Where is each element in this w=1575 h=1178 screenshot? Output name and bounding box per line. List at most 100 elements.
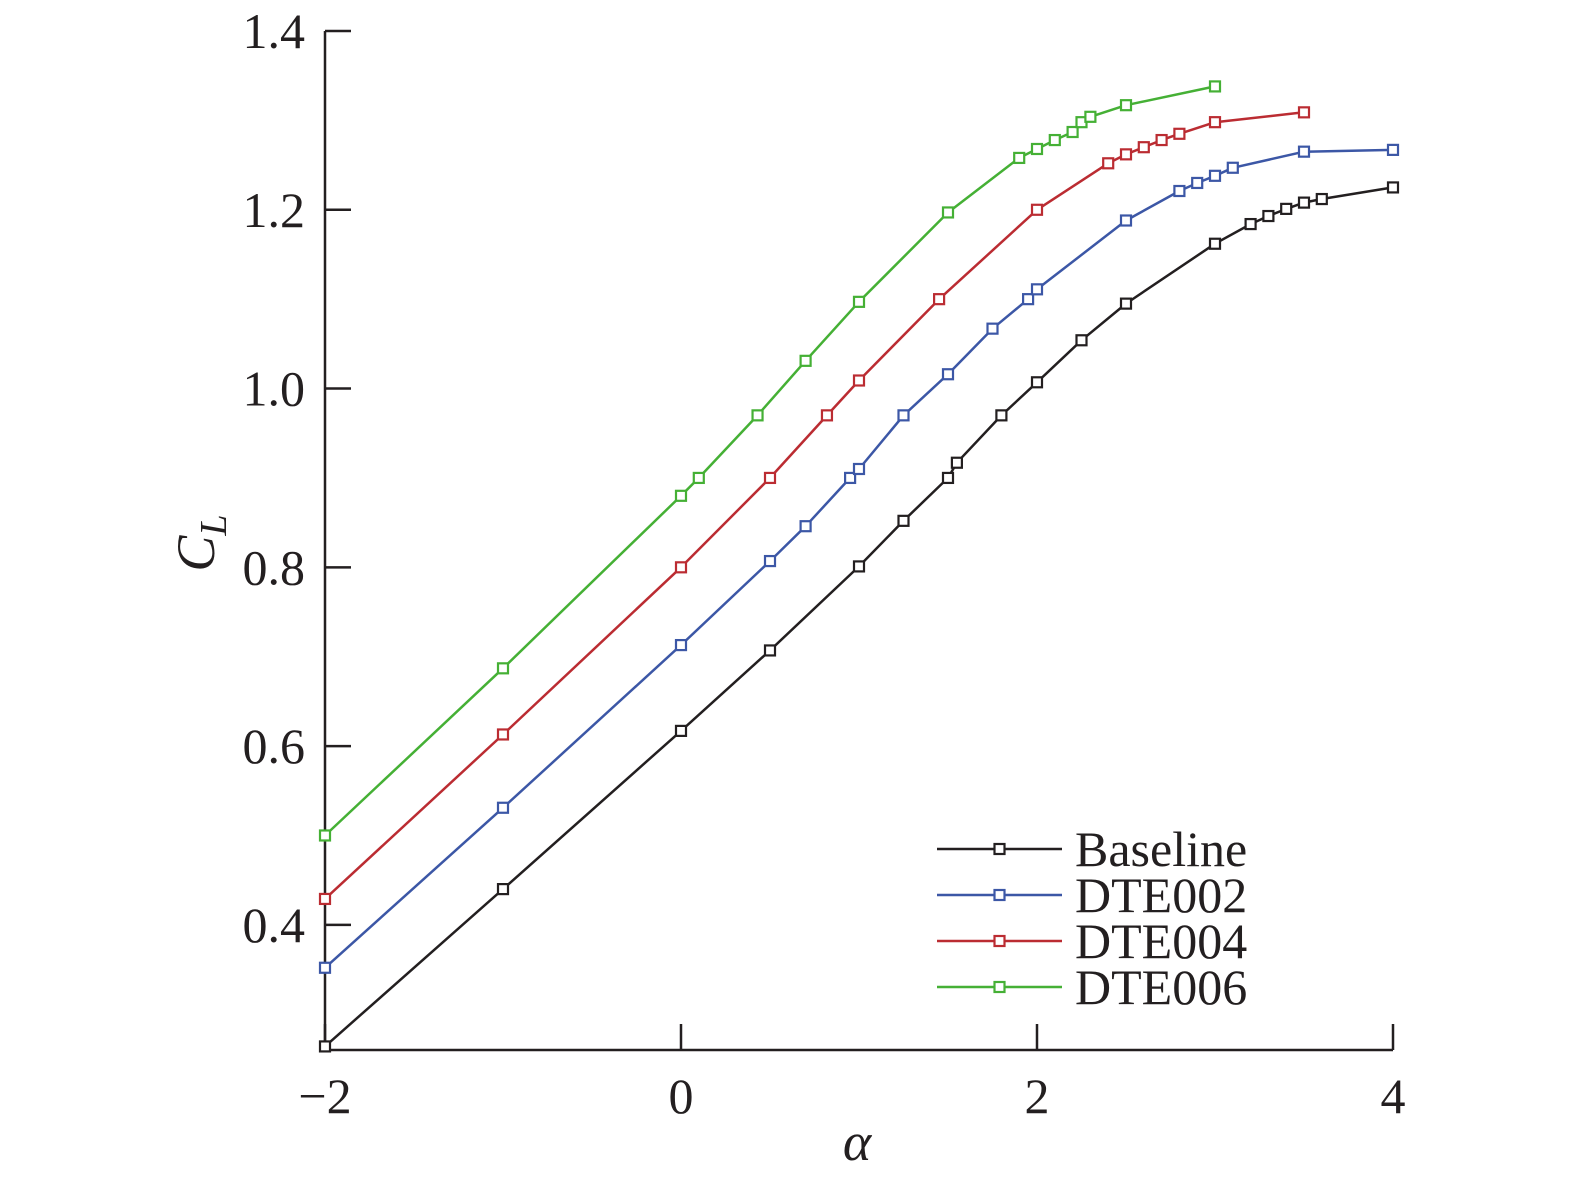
data-point-dte002 [1119, 214, 1133, 227]
data-point-baseline [941, 471, 955, 485]
data-point-dte006 [799, 354, 812, 367]
data-point-baseline [1262, 209, 1275, 223]
y-tick-label: 1.4 [243, 3, 306, 59]
data-point-dte006 [496, 662, 510, 675]
axes: 0.4 0.6 0.8 1.0 1.2 1.4 −2 0 2 4 [243, 3, 1406, 1124]
data-point-dte002 [1208, 169, 1222, 182]
series-baseline [318, 181, 1400, 1053]
data-point-baseline [950, 456, 964, 469]
data-point-baseline [852, 560, 866, 573]
data-point-dte004 [932, 293, 946, 306]
data-point-dte004 [1155, 133, 1168, 147]
data-point-dte002 [674, 638, 688, 652]
series-dte006 [318, 80, 1222, 842]
legend-label-dte006: DTE006 [1075, 959, 1247, 1015]
data-point-baseline [318, 1040, 332, 1053]
data-point-baseline [1030, 376, 1044, 389]
data-point-baseline [496, 883, 510, 896]
legend-label-dte002: DTE002 [1075, 867, 1247, 923]
data-point-baseline [1280, 202, 1293, 215]
data-point-baseline [1208, 237, 1222, 250]
data-point-dte004 [852, 374, 866, 387]
data-point-dte002 [1226, 161, 1239, 174]
data-point-dte006 [1084, 110, 1097, 123]
legend-item-baseline: Baseline [937, 821, 1247, 877]
data-point-dte002 [1030, 283, 1044, 296]
data-point-baseline [1315, 192, 1328, 206]
series-line-dte006 [324, 85, 1216, 837]
data-point-dte006 [674, 489, 688, 502]
data-point-dte006 [692, 471, 705, 485]
series-layer [318, 80, 1400, 1053]
x-tick-label: 0 [669, 1068, 694, 1124]
data-point-dte002 [799, 520, 812, 533]
data-point-baseline [1244, 217, 1257, 231]
legend-item-dte002: DTE002 [937, 867, 1247, 923]
data-point-dte006 [1208, 80, 1222, 93]
data-point-dte006 [1013, 151, 1026, 165]
data-point-dte006 [751, 409, 764, 422]
data-point-dte006 [318, 829, 332, 842]
data-point-baseline [1119, 297, 1133, 310]
x-tick-label: 2 [1025, 1068, 1050, 1124]
data-point-dte006 [1066, 125, 1079, 139]
data-point-dte006 [852, 295, 866, 308]
data-point-dte002 [496, 801, 510, 814]
legend-label-dte004: DTE004 [1075, 913, 1247, 969]
data-point-dte004 [674, 561, 688, 574]
data-point-dte006 [1119, 99, 1133, 112]
data-point-baseline [1386, 181, 1400, 194]
y-axis-title: CL [166, 514, 235, 571]
y-tick-label: 0.4 [243, 897, 306, 953]
data-point-baseline [674, 724, 688, 737]
data-point-dte002 [763, 554, 777, 568]
x-tick-label: 4 [1381, 1068, 1406, 1124]
data-point-dte004 [1102, 157, 1115, 170]
y-axis-title-subscript: L [193, 514, 235, 536]
data-point-dte004 [318, 892, 332, 906]
data-point-dte002 [318, 961, 332, 974]
series-dte004 [318, 106, 1311, 906]
data-point-dte002 [852, 462, 866, 476]
data-point-dte002 [1297, 145, 1311, 158]
legend-marker-dte006 [993, 980, 1006, 994]
data-point-dte006 [941, 206, 955, 219]
data-point-dte002 [1021, 293, 1035, 306]
data-point-dte004 [820, 409, 834, 422]
data-point-dte006 [1030, 142, 1044, 156]
series-dte002 [318, 143, 1400, 974]
data-point-dte004 [1137, 141, 1150, 154]
series-line-dte004 [324, 111, 1305, 900]
x-tick-label: −2 [298, 1068, 351, 1124]
data-point-dte004 [496, 728, 510, 741]
y-tick-label: 0.6 [243, 718, 306, 774]
legend-marker-baseline [993, 842, 1006, 856]
data-point-baseline [1075, 334, 1088, 347]
y-tick-label: 0.8 [243, 539, 306, 595]
x-axis-title: α [843, 1112, 873, 1172]
legend-marker-dte004 [993, 934, 1006, 948]
data-point-dte004 [1030, 203, 1044, 216]
data-point-dte002 [843, 471, 857, 485]
data-point-baseline [763, 644, 777, 657]
data-point-dte002 [986, 322, 999, 335]
data-point-dte002 [897, 409, 910, 422]
y-axis-title-main: C [166, 535, 226, 572]
legend-marker-dte002 [993, 888, 1006, 902]
data-point-dte006 [1048, 133, 1061, 147]
data-point-dte004 [1297, 106, 1311, 119]
data-point-dte002 [1386, 143, 1400, 156]
legend-item-dte004: DTE004 [937, 913, 1247, 969]
data-point-dte004 [763, 471, 777, 485]
data-point-dte002 [1173, 184, 1186, 198]
y-tick-label: 1.0 [243, 361, 306, 417]
legend-label-baseline: Baseline [1075, 821, 1247, 877]
data-point-dte004 [1173, 127, 1186, 140]
data-point-dte002 [941, 368, 955, 381]
data-point-baseline [995, 409, 1008, 422]
y-tick-label: 1.2 [243, 182, 306, 238]
data-point-baseline [897, 514, 910, 527]
data-point-dte004 [1208, 116, 1222, 129]
